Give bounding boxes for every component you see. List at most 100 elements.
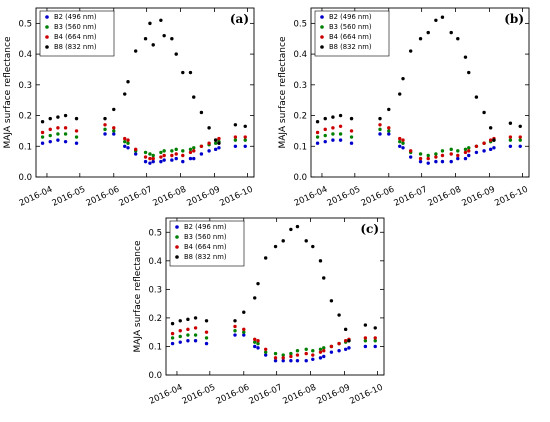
data-point-b3 xyxy=(273,351,278,356)
legend-marker-b2 xyxy=(45,15,49,19)
data-point-b3 xyxy=(243,138,247,142)
data-point-b3 xyxy=(440,149,445,153)
data-point-b3 xyxy=(126,141,130,145)
data-point-b2 xyxy=(463,156,468,161)
data-point-b2 xyxy=(311,357,315,361)
legend-entry: B8 (832 nm) xyxy=(184,253,227,261)
data-point-b4 xyxy=(363,336,368,340)
data-point-b3 xyxy=(253,340,257,344)
data-point-b4 xyxy=(170,153,174,158)
y-tick-label: 0.2 xyxy=(18,112,32,122)
data-point-b8 xyxy=(170,37,174,41)
data-point-b4 xyxy=(148,156,152,161)
x-tick-label: 2016-08 xyxy=(151,185,187,209)
data-point-b8 xyxy=(170,321,175,326)
legend-entry: B4 (664 nm) xyxy=(329,33,372,41)
data-point-b8 xyxy=(193,316,198,320)
data-point-b8 xyxy=(387,107,391,112)
data-point-b2 xyxy=(186,339,190,343)
data-point-b2 xyxy=(40,141,45,145)
data-point-b2 xyxy=(48,139,52,144)
data-point-b2 xyxy=(170,341,175,346)
legend-marker-b3 xyxy=(45,25,49,29)
data-point-b3 xyxy=(304,347,308,352)
data-point-b3 xyxy=(518,138,522,142)
data-point-b3 xyxy=(151,153,155,158)
data-point-b2 xyxy=(398,144,402,148)
data-point-b2 xyxy=(174,156,178,161)
y-axis-title: MAJA surface reflectance xyxy=(133,240,143,352)
data-point-b2 xyxy=(434,159,438,164)
data-point-b8 xyxy=(126,80,130,84)
data-point-b4 xyxy=(112,126,116,130)
data-point-b8 xyxy=(467,70,471,75)
data-point-b2 xyxy=(349,141,354,145)
data-point-b2 xyxy=(112,132,116,136)
data-point-b3 xyxy=(508,138,513,142)
data-point-b4 xyxy=(311,353,315,357)
data-point-b4 xyxy=(242,327,246,332)
data-point-b8 xyxy=(148,21,152,26)
legend-box xyxy=(314,10,390,57)
legend-entry: B3 (560 nm) xyxy=(184,233,227,241)
y-tick-label: 0.1 xyxy=(293,142,307,152)
data-point-b8 xyxy=(408,49,413,53)
data-point-b8 xyxy=(518,124,522,128)
data-point-b8 xyxy=(103,116,107,121)
data-point-b2 xyxy=(449,159,453,164)
data-point-b8 xyxy=(192,95,196,99)
data-point-b4 xyxy=(253,337,257,342)
data-point-b4 xyxy=(331,126,335,130)
data-point-b2 xyxy=(188,156,193,161)
data-point-b4 xyxy=(418,156,423,161)
y-tick-label: 0.3 xyxy=(18,81,32,91)
data-point-b2 xyxy=(418,159,423,164)
y-tick-label: 0.0 xyxy=(18,173,32,183)
data-point-b8 xyxy=(63,113,68,118)
data-point-b4 xyxy=(217,136,221,141)
data-point-b8 xyxy=(373,326,377,330)
legend-entry: B4 (664 nm) xyxy=(184,243,227,251)
data-point-b8 xyxy=(295,224,300,229)
data-point-b3 xyxy=(242,330,246,334)
x-tick-label: 2016-04 xyxy=(148,383,184,407)
data-point-b4 xyxy=(63,126,68,130)
data-point-b3 xyxy=(170,336,175,340)
data-point-b2 xyxy=(322,354,326,359)
data-point-b2 xyxy=(204,341,209,346)
data-point-b8 xyxy=(492,138,496,142)
data-point-b8 xyxy=(143,37,148,41)
y-tick-label: 0.2 xyxy=(148,314,162,324)
x-tick-label: 2016-07 xyxy=(117,185,153,209)
data-point-b2 xyxy=(338,138,343,142)
data-point-b2 xyxy=(387,132,391,136)
data-point-b4 xyxy=(174,152,178,156)
data-point-b3 xyxy=(56,132,60,136)
data-point-b2 xyxy=(343,347,348,352)
data-point-b4 xyxy=(151,156,155,161)
data-point-b3 xyxy=(162,149,166,153)
x-tick-label: 2016-06 xyxy=(360,185,396,209)
data-point-b2 xyxy=(56,138,60,142)
data-point-b2 xyxy=(263,353,268,357)
data-point-b8 xyxy=(323,116,327,121)
data-point-b4 xyxy=(256,339,260,343)
x-tick-label: 2016-07 xyxy=(392,185,428,209)
data-point-b8 xyxy=(378,116,382,121)
data-point-b4 xyxy=(178,329,182,333)
data-point-b3 xyxy=(363,339,368,343)
data-point-b2 xyxy=(426,161,430,165)
data-point-b4 xyxy=(440,153,445,158)
panel-label: (b) xyxy=(504,12,524,26)
data-point-b8 xyxy=(449,30,453,35)
data-point-b8 xyxy=(418,37,423,41)
data-point-b2 xyxy=(253,344,257,349)
data-point-b4 xyxy=(456,153,460,158)
data-point-b8 xyxy=(112,107,116,112)
data-point-b8 xyxy=(363,323,368,327)
data-point-b4 xyxy=(401,138,405,142)
data-point-b4 xyxy=(162,153,166,158)
data-point-b4 xyxy=(482,141,486,145)
data-point-b4 xyxy=(133,147,138,152)
